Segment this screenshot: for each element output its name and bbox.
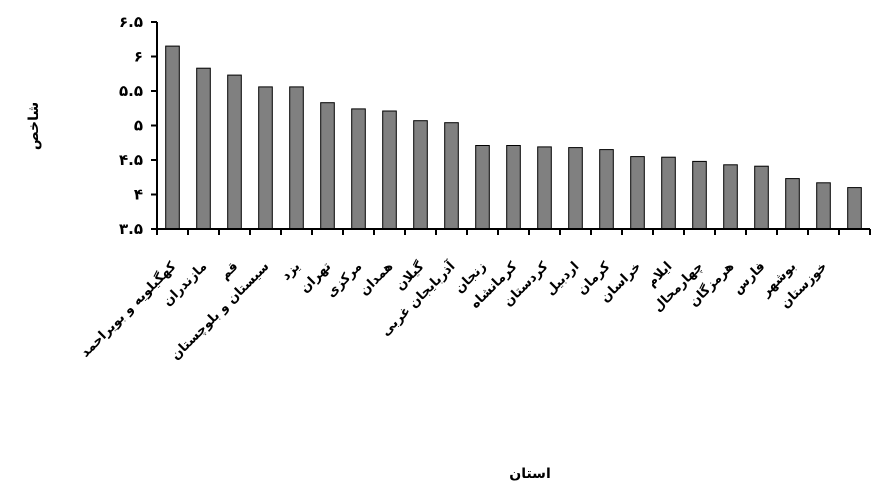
bar	[723, 164, 738, 230]
category-label: همدان	[357, 259, 396, 298]
bar	[444, 122, 459, 230]
bar	[165, 45, 180, 230]
bar	[320, 102, 335, 230]
y-axis-title: شاخص	[26, 102, 42, 150]
bar	[475, 145, 490, 230]
category-label: یزد	[279, 259, 303, 283]
y-tick-label: ۴	[134, 186, 143, 204]
y-tick-label: ۵.۵	[119, 82, 143, 100]
y-tick-label: ۳.۵	[119, 220, 143, 238]
bar	[785, 178, 800, 230]
x-axis	[156, 228, 871, 235]
bar	[196, 67, 211, 230]
x-axis-title: استان	[509, 466, 551, 482]
bar	[289, 86, 304, 230]
bar	[413, 120, 428, 230]
category-label: اردبیل	[543, 259, 582, 298]
y-tick-label: ۶.۵	[119, 13, 143, 31]
bar	[568, 147, 583, 230]
bar	[351, 108, 366, 230]
bar	[506, 145, 521, 230]
bar	[537, 146, 552, 230]
bar	[754, 165, 769, 230]
bar	[382, 110, 397, 230]
bar	[599, 149, 614, 230]
y-tick-label: ۶	[134, 48, 143, 66]
bar	[692, 160, 707, 230]
y-tick-label: ۵	[134, 117, 143, 135]
bar	[630, 156, 645, 230]
bars-group	[165, 45, 862, 230]
bar	[227, 74, 242, 230]
category-label: مرکزی	[324, 259, 366, 301]
bar	[847, 187, 862, 230]
y-axis: ۳.۵ ۴ ۴.۵ ۵ ۵.۵ ۶ ۶.۵	[119, 13, 158, 238]
bar	[258, 86, 273, 230]
category-label: قم	[217, 259, 241, 283]
bar	[661, 156, 676, 230]
bar	[816, 182, 831, 230]
category-label: کهگیلویه و بویراحمد	[77, 258, 179, 360]
y-tick-label: ۴.۵	[119, 151, 143, 169]
